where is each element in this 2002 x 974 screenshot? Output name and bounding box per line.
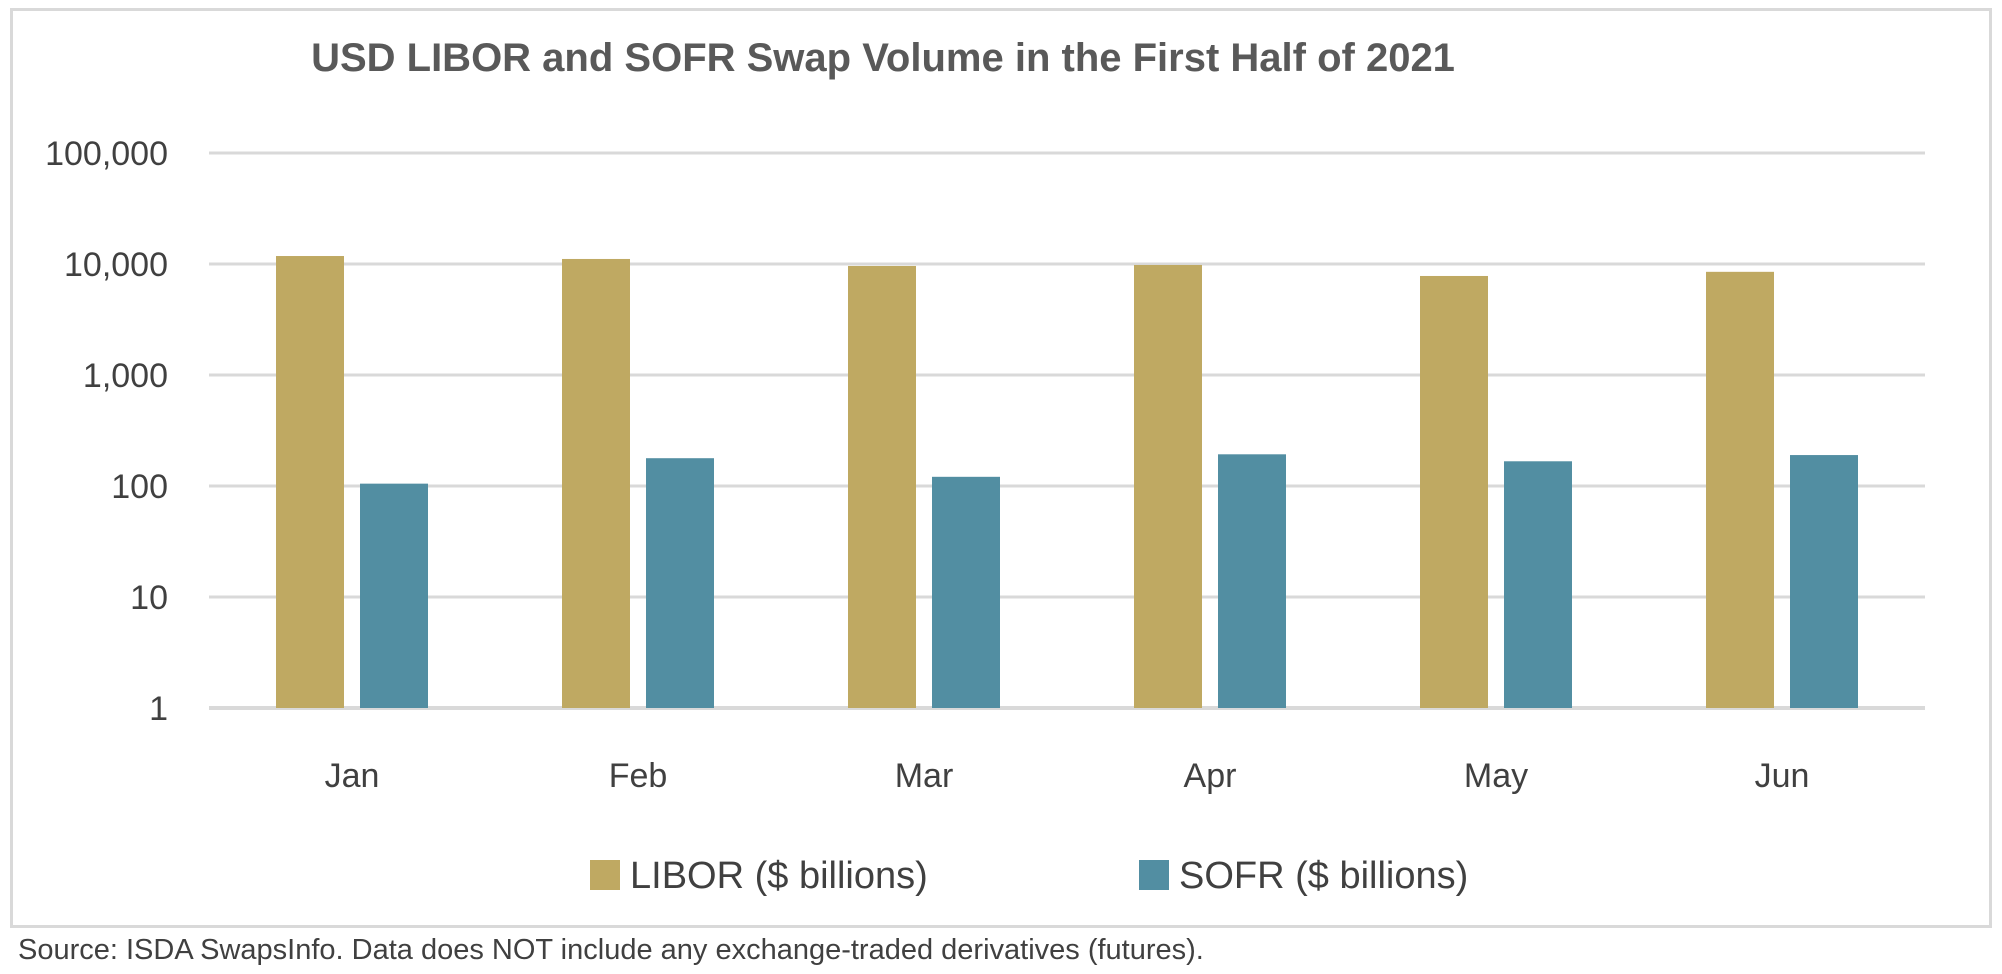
y-tick-label: 10 [130, 579, 168, 617]
bars [276, 256, 1858, 708]
x-tick-label: Jan [325, 757, 380, 795]
y-axis-tick-labels: 1 10 100 1,000 10,000 100,000 [45, 135, 168, 728]
x-tick-label: May [1464, 757, 1528, 795]
x-tick-label: Mar [895, 757, 954, 795]
bar-sofr-feb [646, 458, 714, 708]
x-axis-tick-labels: Jan Feb Mar Apr May Jun [325, 757, 1810, 795]
y-tick-label: 100 [111, 468, 168, 506]
bar-sofr-apr [1218, 454, 1286, 708]
y-tick-label: 10,000 [64, 246, 168, 284]
chart-frame: USD LIBOR and SOFR Swap Volume in the Fi… [10, 8, 1992, 928]
legend-swatch [590, 860, 620, 890]
legend: LIBOR ($ billions) SOFR ($ billions) [590, 855, 1468, 897]
bar-libor-apr [1134, 264, 1202, 708]
bar-sofr-mar [932, 476, 1000, 708]
legend-swatch [1139, 860, 1169, 890]
gridlines [209, 151, 1925, 710]
y-tick-label: 1,000 [83, 357, 168, 395]
bar-sofr-may [1504, 461, 1572, 708]
bar-sofr-jun [1790, 455, 1858, 708]
bar-libor-jun [1706, 271, 1774, 708]
x-tick-label: Jun [1755, 757, 1810, 795]
bar-libor-mar [848, 265, 916, 708]
legend-label: LIBOR ($ billions) [630, 855, 928, 897]
source-note: Source: ISDA SwapsInfo. Data does NOT in… [18, 934, 1204, 966]
y-tick-label: 1 [149, 690, 168, 728]
bar-libor-may [1420, 275, 1488, 708]
legend-label: SOFR ($ billions) [1179, 855, 1468, 897]
bar-libor-jan [276, 256, 344, 708]
y-tick-label: 100,000 [45, 135, 168, 173]
chart-svg: USD LIBOR and SOFR Swap Volume in the Fi… [45, 36, 1925, 897]
x-tick-label: Feb [609, 757, 668, 795]
chart-title: USD LIBOR and SOFR Swap Volume in the Fi… [311, 36, 1455, 80]
x-tick-label: Apr [1184, 757, 1237, 795]
bar-libor-feb [562, 258, 630, 708]
bar-sofr-jan [360, 483, 428, 708]
